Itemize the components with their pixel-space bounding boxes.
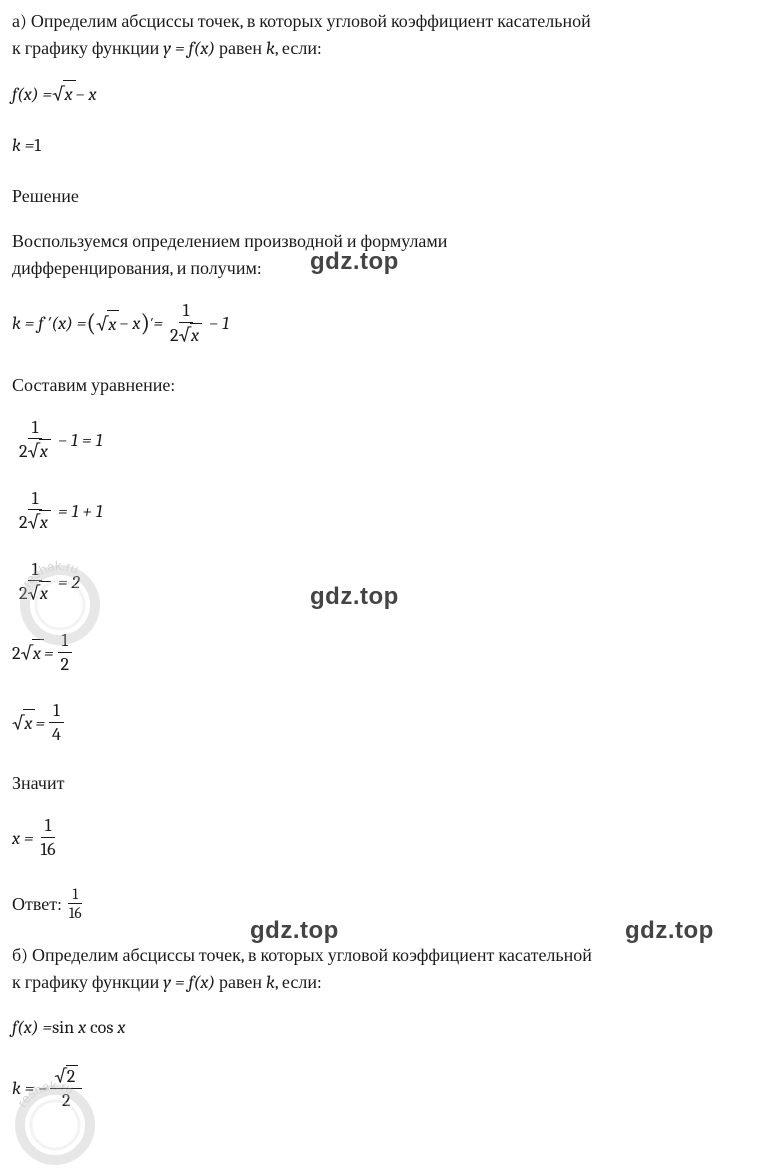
paren-open: ( (86, 305, 96, 343)
therefore: Значит (12, 770, 758, 797)
fx-label: f(x) = (12, 81, 52, 108)
k-b-value: k = − √2 2 (12, 1065, 758, 1112)
part-a-problem: а) Определим абсциссы точек, в которых у… (12, 8, 758, 62)
x-label: x = (12, 825, 34, 852)
deriv-tail: − 1 (209, 310, 229, 337)
problem-line1: а) Определим абсциссы точек, в которых у… (12, 11, 591, 32)
deriv-den: 2√x (166, 323, 206, 348)
problem-b-k: k (266, 972, 275, 993)
deriv-mid: − x (119, 310, 140, 337)
problem-line2-pre: к графику функции (12, 38, 163, 59)
answer-line: Ответ: 1 16 (12, 885, 758, 924)
deriv-pre: k = f ′(x) = (12, 310, 86, 337)
deriv-sqrt: √x (96, 310, 119, 338)
method-l1: Воспользуемся определением производной и… (12, 231, 447, 252)
eq5: √x = 1 4 (12, 700, 758, 746)
problem-fx: y = f(x) (163, 38, 215, 59)
k-b-frac: √2 2 (50, 1065, 82, 1112)
eq2: 1 2√x = 1 + 1 (12, 488, 758, 535)
eq5-frac: 1 4 (48, 700, 65, 746)
eq1: 1 2√x − 1 = 1 (12, 417, 758, 464)
paren-close: ) (140, 305, 150, 343)
eq1-tail: − 1 = 1 (58, 427, 103, 454)
eq4-eq: = (44, 640, 54, 667)
problem-k: k (266, 38, 275, 59)
eq4: 2 √x = 1 2 (12, 630, 758, 676)
k-b-label: k = − (12, 1075, 47, 1102)
deriv-frac: 1 2√x (166, 300, 206, 347)
solution-heading: Решение (12, 183, 758, 210)
setup-label: Составим уравнение: (12, 372, 758, 399)
part-b-problem: б) Определим абсциссы точек, в которых у… (12, 942, 758, 996)
k-val: 1 (34, 132, 41, 159)
eq3-tail: = 2 (58, 569, 80, 596)
answer-label: Ответ: (12, 891, 62, 918)
problem-b-line1: б) Определим абсциссы точек, в которых у… (12, 945, 592, 966)
fx-b-label: f(x) = (12, 1014, 52, 1041)
problem-b-fx: y = f(x) (163, 972, 215, 993)
eq4-coef: 2 (12, 640, 21, 667)
deriv-num: 1 (179, 300, 194, 323)
eq2-tail: = 1 + 1 (58, 498, 103, 525)
fx-b-expr: sin x cos x (52, 1014, 125, 1041)
problem-b-line2-end: , если: (275, 972, 322, 993)
eq4-sqrt: √x (21, 639, 44, 667)
k-label: k = (12, 132, 34, 159)
method-l2: дифференцирования, и получим: (12, 258, 262, 279)
deriv-eq-sign: = (153, 310, 163, 337)
x-result: x = 1 16 (12, 815, 758, 861)
eq5-sqrt: √x (12, 709, 35, 737)
method-text: Воспользуемся определением производной и… (12, 228, 758, 282)
fx-tail: − x (76, 81, 97, 108)
eq1-frac: 1 2√x (15, 417, 55, 464)
k-value: k = 1 (12, 132, 758, 159)
problem-b-line2-post: равен (215, 972, 266, 993)
eq2-frac: 1 2√x (15, 488, 55, 535)
problem-b-line2-pre: к графику функции (12, 972, 163, 993)
fx-definition: f(x) = √x − x (12, 80, 758, 108)
problem-line2-end: , если: (275, 38, 322, 59)
x-frac: 1 16 (37, 815, 60, 861)
fx-b-definition: f(x) = sin x cos x (12, 1014, 758, 1041)
eq4-frac: 1 2 (57, 630, 74, 676)
problem-line2-post: равен (215, 38, 266, 59)
answer-frac: 1 16 (65, 885, 86, 924)
eq3-frac: 1 2√x (15, 559, 55, 606)
derivative-eq: k = f ′(x) = ( √x − x ) ′ = 1 2√x − 1 (12, 300, 758, 347)
eq3: 1 2√x = 2 (12, 559, 758, 606)
eq5-eq: = (35, 710, 45, 737)
sqrt-x: √x (52, 80, 75, 108)
